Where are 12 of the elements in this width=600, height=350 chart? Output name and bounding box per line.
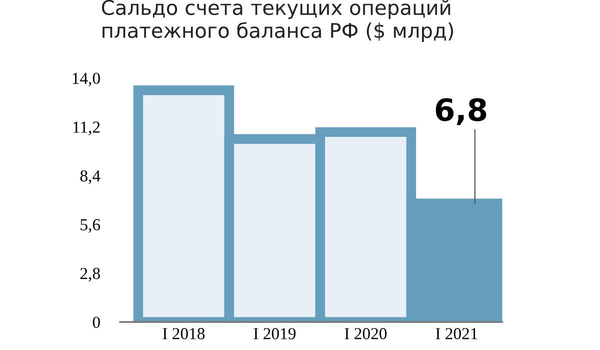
y-tick-label: 14,0: [72, 72, 100, 86]
x-tick-label: I 2018: [162, 328, 205, 340]
y-tick-label: 8,4: [80, 170, 100, 184]
x-tick-label: I 2021: [436, 328, 478, 340]
x-tick-label: I 2020: [344, 328, 387, 340]
x-tick-label: I 2019: [254, 328, 296, 340]
y-tick-label: 11,2: [73, 122, 100, 136]
data-label: 6,8: [436, 98, 486, 126]
chart-title: Сальдо счета текущих операций платежного баланса РФ ($ млрд): [102, 0, 454, 42]
y-tick-label: 2,8: [80, 268, 100, 282]
y-tick-label: 5,6: [80, 219, 100, 233]
y-tick-label: 0: [92, 316, 100, 328]
